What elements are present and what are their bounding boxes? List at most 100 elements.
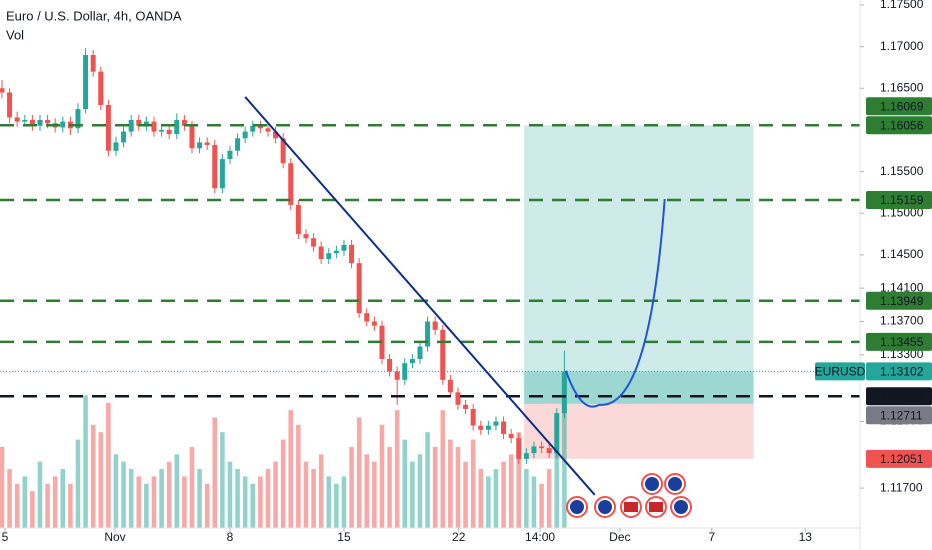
candle-body (151, 121, 157, 132)
volume-bar (265, 469, 271, 528)
price-badge (866, 190, 932, 209)
candle-body (425, 321, 431, 347)
price-badge-label: 1.13455 (880, 335, 924, 349)
event-icon-flag (624, 502, 638, 512)
y-tick-label: 1.13700 (880, 314, 924, 328)
event-icon-flag (598, 500, 612, 514)
candle-body (37, 119, 43, 126)
event-icon-flag (645, 477, 659, 491)
candle-body (257, 125, 263, 129)
candle-body (45, 119, 51, 124)
x-tick-label: 5 (2, 530, 9, 544)
price-badge (866, 362, 932, 381)
volume-bar (288, 410, 294, 528)
candle-body (121, 131, 127, 143)
candle-body (204, 142, 210, 145)
volume-bar (296, 424, 301, 528)
candle-body (181, 119, 187, 126)
volume-bar (516, 432, 522, 528)
volume-bar (220, 432, 225, 528)
candle-body (105, 104, 111, 151)
candle-body (318, 246, 324, 260)
volume-bar (501, 461, 506, 528)
candle-body (333, 250, 339, 254)
volume-bar (83, 395, 88, 528)
candle-body (561, 371, 567, 414)
price-badge-label: 1.13102 (880, 364, 924, 378)
event-icon-flag (649, 502, 663, 512)
volume-bar (22, 476, 28, 528)
volume-bar (174, 454, 180, 528)
candle-body (394, 371, 400, 380)
volume-bar (14, 483, 20, 528)
candle-body (485, 425, 491, 430)
volume-bar (448, 439, 453, 528)
volume-bar (425, 432, 430, 528)
candle-body (501, 421, 507, 434)
volume-bar (326, 476, 332, 528)
volume-bar (394, 410, 400, 528)
x-tick-label: 22 (452, 530, 466, 544)
y-tick-label: 1.11700 (880, 480, 923, 494)
candle-body (280, 138, 286, 164)
volume-bar (159, 469, 164, 528)
candle-body (90, 54, 96, 72)
candle-body (212, 144, 218, 189)
volume-bar (250, 483, 256, 528)
candle-body (417, 346, 423, 359)
volume-bar (349, 446, 354, 528)
volume-bar (227, 461, 233, 528)
candle-body (242, 131, 248, 139)
price-badge-label: 1.12711 (880, 408, 923, 422)
volume-bar (197, 469, 202, 528)
candle-body (250, 125, 256, 132)
volume-bar (136, 476, 142, 528)
candle-body (0, 88, 5, 93)
volume-bar (387, 446, 392, 528)
volume-bar (273, 461, 278, 528)
candle-body (387, 358, 393, 372)
candle-body (265, 128, 271, 132)
chart-title: Euro / U.S. Dollar, 4h, OANDA (6, 8, 182, 23)
candle-body (159, 129, 165, 132)
candle-body (143, 121, 149, 126)
volume-bar (235, 469, 240, 528)
x-tick-label: 14:00 (525, 530, 555, 544)
candle-body (508, 433, 514, 439)
candle-body (60, 121, 66, 128)
candle-body (174, 119, 180, 135)
candle-body (402, 363, 408, 380)
candle-body (227, 150, 233, 160)
price-badge (866, 387, 932, 406)
volume-bar (106, 402, 111, 528)
candle-body (235, 138, 241, 151)
y-tick-label: 1.15500 (880, 164, 924, 178)
volume-bar (470, 439, 476, 528)
volume-bar (508, 454, 514, 528)
candle-body (166, 129, 172, 135)
volume-bar (113, 454, 119, 528)
volume-bar (128, 469, 134, 528)
volume-bar (0, 446, 5, 528)
candle-body (349, 244, 355, 264)
event-icon-flag (570, 500, 584, 514)
volume-bar (562, 388, 567, 528)
volume-bar (539, 483, 544, 528)
volume-bar (90, 424, 96, 528)
candle-body (516, 438, 522, 459)
volume-bar (45, 483, 50, 528)
volume-bar (455, 446, 461, 528)
volume-bar (432, 446, 438, 528)
volume-bar (372, 461, 377, 528)
event-icons (566, 473, 692, 518)
event-icon-flag (668, 477, 682, 491)
candle-body (326, 253, 332, 260)
candle-body (554, 413, 560, 454)
volume-bar (68, 483, 73, 528)
price-badge-label: 1.12802 (880, 389, 924, 403)
volume-bar (37, 461, 43, 528)
volume-bar (524, 469, 529, 528)
candle-body (98, 71, 104, 105)
volume-bar (531, 476, 537, 528)
